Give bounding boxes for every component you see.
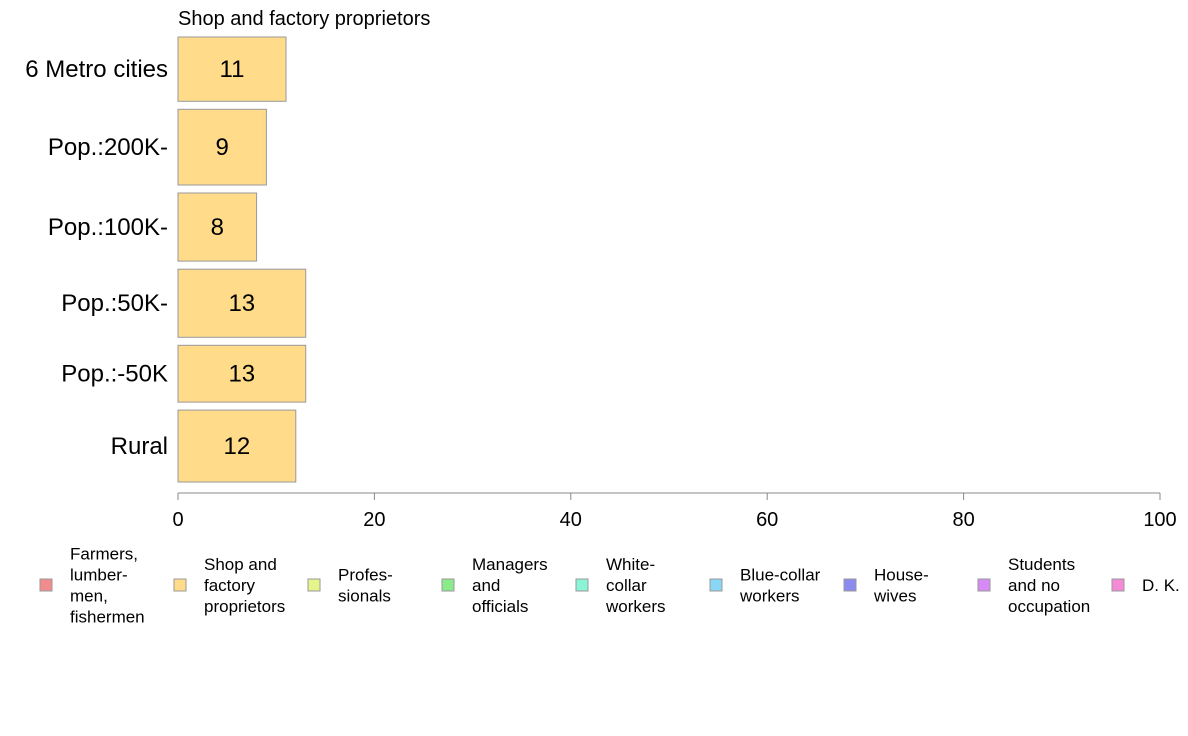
- legend-label-line: factory: [204, 576, 256, 595]
- legend-label: Shop and factory proprietors: [204, 555, 285, 616]
- panel-title: Shop and factory proprietors: [178, 8, 430, 30]
- legend-label: White-collar workers: [605, 555, 666, 616]
- category-label: Pop.:50K-: [61, 290, 168, 317]
- x-tick-label: 20: [363, 509, 385, 531]
- legend-swatch: [977, 578, 991, 592]
- legend-label: Students and no occupation: [1008, 555, 1090, 616]
- value-labels: 11 9 8 13 13 12: [211, 56, 256, 460]
- legend-label: D. K.: [1142, 576, 1180, 595]
- legend-label-line: Profes-: [338, 566, 393, 585]
- x-tick-label: 0: [172, 509, 183, 531]
- x-tick-label: 40: [560, 509, 582, 531]
- category-label: Pop.:100K-: [48, 214, 168, 241]
- legend-label-line: men,: [70, 587, 108, 606]
- value-label: 13: [228, 361, 255, 388]
- value-label: 9: [216, 134, 229, 161]
- value-label: 13: [228, 290, 255, 317]
- legend-label-line: officials: [472, 597, 528, 616]
- legend: Farmers, lumber-men, fishermen Shop and fact…: [39, 545, 1180, 627]
- legend-label: Managers and officials: [472, 555, 548, 616]
- category-label: 6 Metro cities: [25, 56, 168, 83]
- value-label: 11: [220, 56, 245, 83]
- legend-label-line: D. K.: [1142, 576, 1180, 595]
- legend-label-line: White-: [606, 555, 655, 574]
- legend-label: House-wives: [873, 566, 929, 606]
- bar: [177, 36, 287, 102]
- legend-label-line: Managers: [472, 555, 548, 574]
- value-label: 12: [224, 433, 251, 460]
- legend-swatch: [39, 578, 53, 592]
- legend-label: Profes-sionals: [338, 566, 393, 606]
- legend-label-line: Shop and: [204, 555, 277, 574]
- x-tick-label: 60: [756, 509, 778, 531]
- value-label: 8: [211, 214, 224, 241]
- category-label: Rural: [111, 433, 168, 460]
- legend-swatch: [441, 578, 455, 592]
- category-label: Pop.:200K-: [48, 134, 168, 161]
- bar: [177, 268, 307, 338]
- legend-label-line: Farmers,: [70, 545, 138, 564]
- bar: [177, 409, 297, 483]
- x-tick-label: 100: [1143, 509, 1176, 531]
- legend-label-line: fishermen: [70, 608, 145, 627]
- category-labels: 6 Metro cities Pop.:200K- Pop.:100K- Pop.:5…: [25, 56, 168, 460]
- legend-swatch: [709, 578, 723, 592]
- legend-label: Farmers, lumber-men, fishermen: [70, 545, 145, 627]
- legend-label-line: and: [472, 576, 500, 595]
- legend-label-line: workers: [605, 597, 666, 616]
- bar: [177, 108, 267, 186]
- legend-label-line: and no: [1008, 576, 1060, 595]
- legend-label-line: lumber-: [70, 566, 128, 585]
- bar: [177, 192, 258, 262]
- legend-swatch: [173, 578, 187, 592]
- bars-group: [177, 36, 307, 483]
- legend-label: Blue-collar workers: [739, 566, 821, 606]
- x-tick-label: 80: [952, 509, 974, 531]
- bar: [177, 344, 307, 403]
- legend-label-line: occupation: [1008, 597, 1090, 616]
- legend-swatch: [1111, 578, 1125, 592]
- legend-swatch: [575, 578, 589, 592]
- legend-swatch: [307, 578, 321, 592]
- x-axis: 0 20 40 60 80 100: [172, 492, 1177, 531]
- category-label: Pop.:-50K: [61, 361, 168, 388]
- legend-label-line: House-: [874, 566, 929, 585]
- legend-label-line: sionals: [338, 587, 391, 606]
- legend-swatch: [843, 578, 857, 592]
- legend-label-line: Blue-collar: [740, 566, 821, 585]
- legend-label-line: Students: [1008, 555, 1075, 574]
- legend-label-line: wives: [873, 587, 917, 606]
- legend-label-line: collar: [606, 576, 647, 595]
- legend-label-line: proprietors: [204, 597, 285, 616]
- legend-label-line: workers: [739, 587, 800, 606]
